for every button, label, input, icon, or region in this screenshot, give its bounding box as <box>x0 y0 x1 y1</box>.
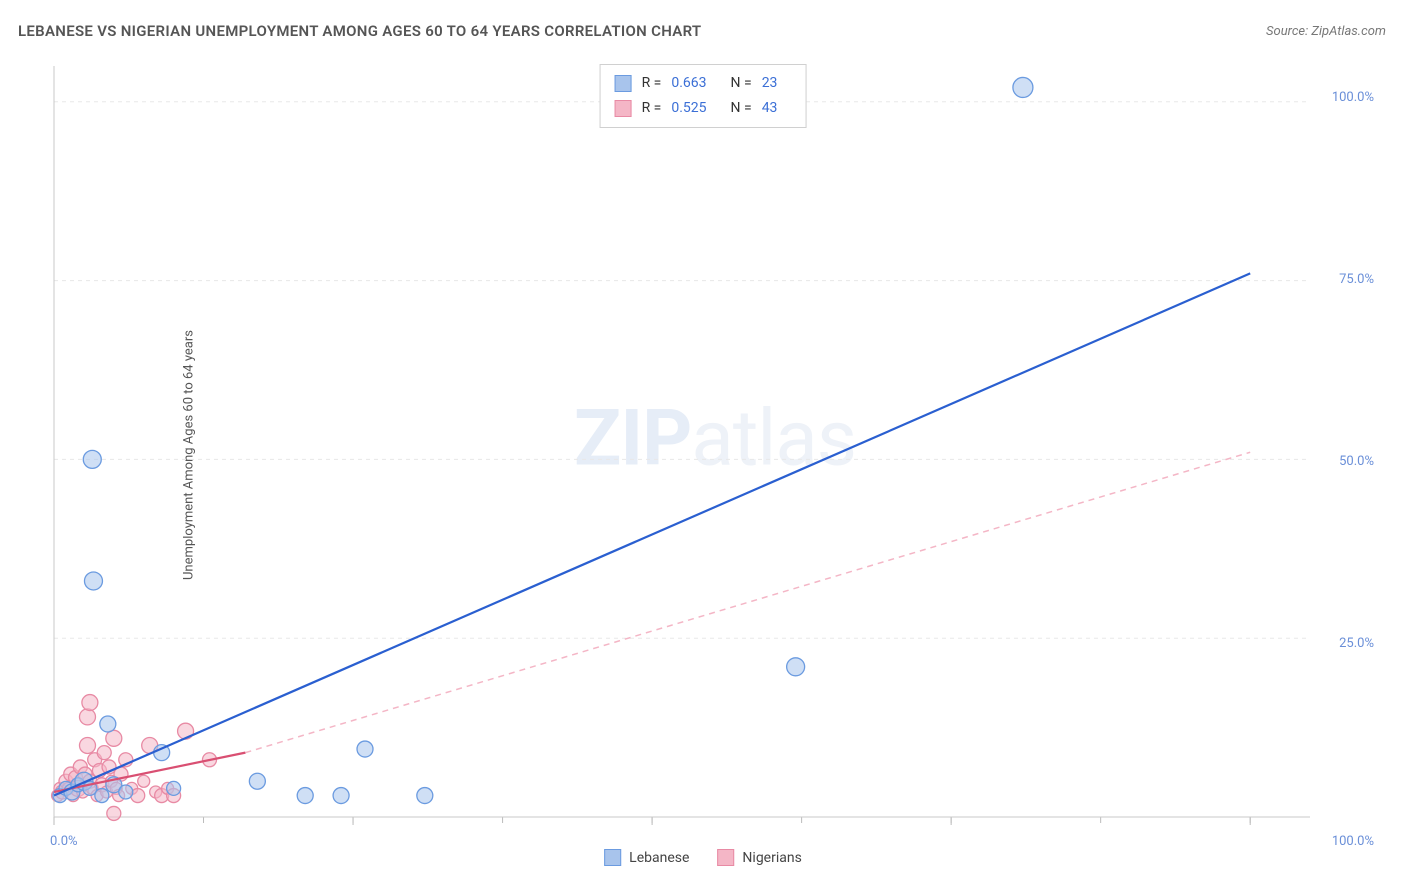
legend-item-lebanese: Lebanese <box>604 849 689 866</box>
y-tick-50: 50.0% <box>1339 454 1374 469</box>
swatch-lebanese <box>615 75 632 92</box>
legend-label-nigerians: Nigerians <box>742 850 801 866</box>
r-label: R = <box>642 71 662 96</box>
y-tick-25: 25.0% <box>1339 636 1374 651</box>
n-value-lebanese: 23 <box>762 71 778 96</box>
r-value-nigerians: 0.525 <box>671 96 706 121</box>
source-attribution: Source: ZipAtlas.com <box>1266 24 1386 39</box>
stats-row-nigerians: R = 0.525 N = 43 <box>615 96 792 121</box>
r-label: R = <box>642 96 662 121</box>
swatch-lebanese-icon <box>604 849 621 866</box>
legend: Lebanese Nigerians <box>604 849 802 866</box>
plot-area: Unemployment Among Ages 60 to 64 years Z… <box>50 62 1380 847</box>
n-label: N = <box>731 96 752 121</box>
swatch-nigerians-icon <box>717 849 734 866</box>
stats-row-lebanese: R = 0.663 N = 23 <box>615 71 792 96</box>
y-tick-100: 100.0% <box>1332 90 1374 105</box>
scatter-chart <box>50 62 1380 847</box>
legend-label-lebanese: Lebanese <box>629 850 689 866</box>
chart-title: LEBANESE VS NIGERIAN UNEMPLOYMENT AMONG … <box>18 22 701 40</box>
legend-item-nigerians: Nigerians <box>717 849 801 866</box>
swatch-nigerians <box>615 100 632 117</box>
y-tick-75: 75.0% <box>1339 272 1374 287</box>
r-value-lebanese: 0.663 <box>671 71 706 96</box>
n-label: N = <box>731 71 752 96</box>
x-tick-0: 0.0% <box>50 834 78 849</box>
x-tick-100: 100.0% <box>1332 834 1374 849</box>
correlation-stats-box: R = 0.663 N = 23 R = 0.525 N = 43 <box>600 64 807 128</box>
n-value-nigerians: 43 <box>762 96 778 121</box>
